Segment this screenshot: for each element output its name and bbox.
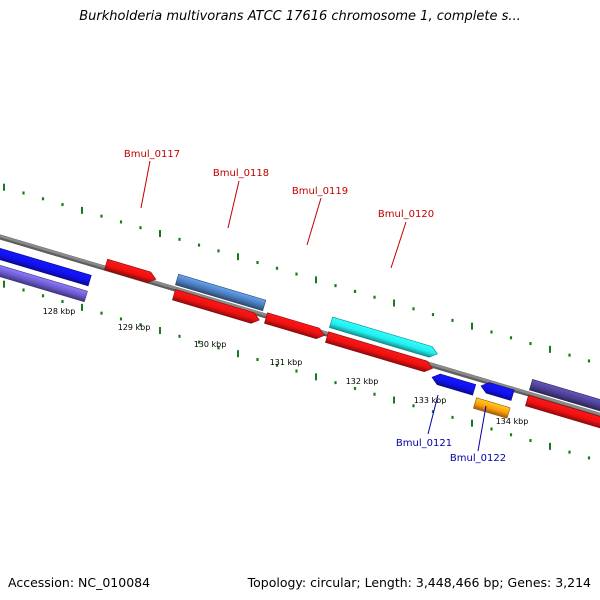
upper-tick-row xyxy=(3,183,591,363)
gene-left-blue-block[interactable] xyxy=(0,245,92,287)
cds-bmul-0120[interactable] xyxy=(325,331,434,374)
label-leader-forward xyxy=(227,180,240,229)
label-leader-forward xyxy=(306,197,322,246)
gene-bmul-0122-rna[interactable] xyxy=(473,397,511,419)
genome-summary-text: Topology: circular; Length: 3,448,466 bp… xyxy=(247,575,591,590)
gene-label-reverse: Bmul_0122 xyxy=(450,453,506,464)
scale-label: 129 kbp xyxy=(118,323,151,332)
gene-label-forward: Bmul_0119 xyxy=(292,186,348,197)
label-leader-forward xyxy=(390,221,407,269)
label-leader-forward xyxy=(140,160,151,209)
label-leader-reverse xyxy=(477,405,487,452)
gene-label-forward: Bmul_0118 xyxy=(213,168,269,179)
cds-right-red-block[interactable] xyxy=(525,394,600,430)
scale-label: 128 kbp xyxy=(43,307,76,316)
gene-label-forward: Bmul_0120 xyxy=(378,209,434,220)
gene-label-forward: Bmul_0117 xyxy=(124,149,180,160)
scale-label: 134 kbp xyxy=(496,417,529,426)
gene-label-reverse: Bmul_0121 xyxy=(396,438,452,449)
scale-label: 131 kbp xyxy=(270,358,303,367)
map-title: Burkholderia multivorans ATCC 17616 chro… xyxy=(79,9,521,24)
gene-left-purple-block[interactable] xyxy=(0,262,88,303)
gene-right-darkpurple-block[interactable] xyxy=(529,379,600,413)
label-leader-reverse xyxy=(427,394,439,435)
cds-bmul-0119[interactable] xyxy=(264,312,326,341)
gene-bmul-0118[interactable] xyxy=(175,273,267,312)
scale-label: 133 kbp xyxy=(414,396,447,405)
cds-bmul-0118[interactable] xyxy=(172,289,260,325)
lower-tick-row xyxy=(3,280,591,460)
gene-bmul-0122[interactable] xyxy=(479,381,515,401)
cds-bmul-0117[interactable] xyxy=(104,258,157,284)
gene-bmul-0121[interactable] xyxy=(430,372,477,396)
gene-bmul-0120[interactable] xyxy=(329,316,439,359)
scale-label: 130 kbp xyxy=(194,340,227,349)
accession-text: Accession: NC_010084 xyxy=(8,575,151,590)
scale-label: 132 kbp xyxy=(346,377,379,386)
